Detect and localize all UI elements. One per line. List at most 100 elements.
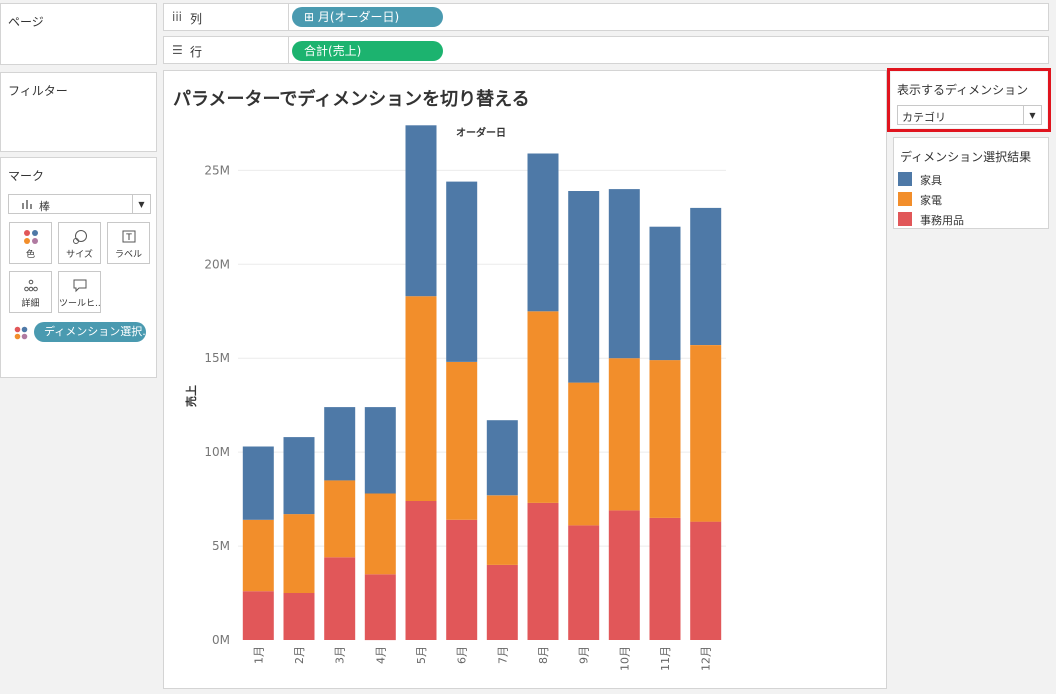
bar-segment[interactable] (324, 557, 356, 640)
x-tick-label: 12月 (700, 646, 713, 671)
bar-segment[interactable] (446, 362, 478, 520)
bar-segment[interactable] (527, 311, 559, 503)
bar-segment[interactable] (405, 296, 437, 501)
color-legend: ディメンション選択結果 家具 家電 事務用品 (893, 137, 1049, 229)
bar-segment[interactable] (486, 564, 518, 640)
bar-segment[interactable] (649, 360, 681, 518)
y-axis-label: 売上 (184, 385, 198, 407)
rows-shelf-label: 行 (190, 45, 203, 59)
x-tick-label: 1月 (252, 646, 265, 664)
detail-button[interactable]: 詳細 (9, 271, 52, 313)
color-button-label: 色 (25, 250, 35, 260)
bar-segment[interactable] (690, 345, 722, 522)
bar-segment[interactable] (690, 207, 722, 345)
stacked-bar-chart: オーダー日 売上 0M 5M 10M 15M 20M 25M 1月 2月 3月 4月 5月 6月 7月… (184, 125, 726, 671)
marks-panel-title: マーク (8, 169, 45, 183)
bar-segment[interactable] (568, 191, 600, 383)
x-tick-label: 11月 (659, 646, 672, 671)
x-tick-label: 4月 (374, 646, 387, 664)
y-tick-label: 0M (212, 633, 230, 647)
filters-panel-title: フィルター (8, 84, 68, 98)
y-tick-label: 15M (204, 351, 230, 365)
bar-segment[interactable] (242, 591, 274, 640)
color-dots-icon (14, 325, 28, 344)
mark-type-label: 棒 (39, 200, 50, 213)
bar-segment[interactable] (568, 525, 600, 640)
tooltip-icon (59, 278, 100, 298)
bar-segment[interactable] (446, 181, 478, 362)
mark-type-dropdown[interactable]: 棒 ▼ (8, 194, 151, 214)
columns-shelf[interactable]: iii 列 ⊞ 月(オーダー日) (163, 3, 1049, 31)
size-icon (59, 229, 100, 249)
svg-text:T: T (125, 233, 132, 243)
bar-segment[interactable] (283, 514, 315, 593)
x-tick-label: 10月 (618, 646, 631, 671)
x-axis-header: オーダー日 (456, 126, 506, 139)
bar-segment[interactable] (649, 517, 681, 640)
legend-title: ディメンション選択結果 (900, 150, 1032, 164)
chevron-down-icon[interactable]: ▼ (1023, 106, 1041, 124)
size-button-label: サイズ (66, 250, 93, 260)
bar-chart-icon (21, 198, 33, 212)
legend-item-label: 事務用品 (920, 214, 964, 227)
pages-panel-title: ページ (8, 15, 44, 29)
legend-swatch (898, 192, 912, 206)
parameter-highlight-frame (887, 68, 1051, 132)
bar-segment[interactable] (649, 226, 681, 361)
detail-button-label: 詳細 (21, 299, 40, 309)
bar-segment[interactable] (242, 519, 274, 592)
rows-icon: ☰ (172, 43, 183, 57)
bar-segment[interactable] (527, 153, 559, 312)
bar-segment[interactable] (405, 501, 437, 640)
x-tick-label: 6月 (456, 646, 469, 664)
bar-segment[interactable] (364, 574, 396, 641)
bar-segment[interactable] (283, 437, 315, 515)
bar-segment[interactable] (283, 593, 315, 640)
bar-segment[interactable] (364, 407, 396, 494)
color-button[interactable]: 色 (9, 222, 52, 264)
legend-item-label: 家電 (920, 194, 942, 207)
x-tick-label: 8月 (537, 646, 550, 664)
columns-icon: iii (172, 10, 183, 24)
legend-swatch (898, 212, 912, 226)
bar-segment[interactable] (324, 407, 356, 481)
bar-segment[interactable] (486, 420, 518, 496)
rows-shelf[interactable]: ☰ 行 合計(売上) (163, 36, 1049, 64)
bar-segment[interactable] (527, 502, 559, 640)
bar-segment[interactable] (608, 189, 640, 359)
parameter-dropdown[interactable]: カテゴリ ▼ (897, 105, 1042, 125)
tooltip-button[interactable]: ツールヒ... (58, 271, 101, 313)
bar-segment[interactable] (405, 125, 437, 297)
detail-dots-icon (10, 278, 51, 298)
bar-segment[interactable] (446, 519, 478, 640)
text-label-icon: T (108, 229, 149, 249)
bar-segment[interactable] (242, 446, 274, 520)
worksheet-title: パラメーターでディメンションを切り替える (173, 89, 530, 110)
bar-segment[interactable] (608, 510, 640, 640)
bar-segment[interactable] (568, 382, 600, 526)
month-order-date-pill[interactable]: ⊞ 月(オーダー日) (292, 7, 443, 27)
parameter-value: カテゴリ (902, 111, 946, 124)
bar-segment[interactable] (324, 480, 356, 558)
tooltip-button-label: ツールヒ... (59, 299, 100, 309)
pages-panel[interactable]: ページ (0, 3, 157, 65)
bar-segment[interactable] (364, 493, 396, 575)
bar-segment[interactable] (608, 358, 640, 511)
y-tick-label: 25M (204, 163, 230, 177)
size-button[interactable]: サイズ (58, 222, 101, 264)
legend-item-label: 家具 (920, 174, 942, 187)
parameter-control: 表示するディメンション カテゴリ ▼ (891, 72, 1047, 128)
y-tick-label: 20M (204, 257, 230, 271)
label-button[interactable]: T ラベル (107, 222, 150, 264)
color-field-pill[interactable]: ディメンション選択.. (34, 322, 146, 342)
filters-panel[interactable]: フィルター (0, 72, 157, 152)
y-tick-label: 10M (204, 445, 230, 459)
x-tick-label: 2月 (293, 646, 306, 664)
rows-shelf-label-area: ☰ 行 (164, 37, 289, 63)
color-dots-icon (10, 229, 51, 249)
bar-segment[interactable] (690, 521, 722, 640)
chevron-down-icon[interactable]: ▼ (132, 195, 150, 213)
sum-sales-pill[interactable]: 合計(売上) (292, 41, 443, 61)
marks-panel: マーク 棒 ▼ 色 サイズ T ラベル 詳細 ツールヒ... (0, 157, 157, 378)
bar-segment[interactable] (486, 495, 518, 565)
